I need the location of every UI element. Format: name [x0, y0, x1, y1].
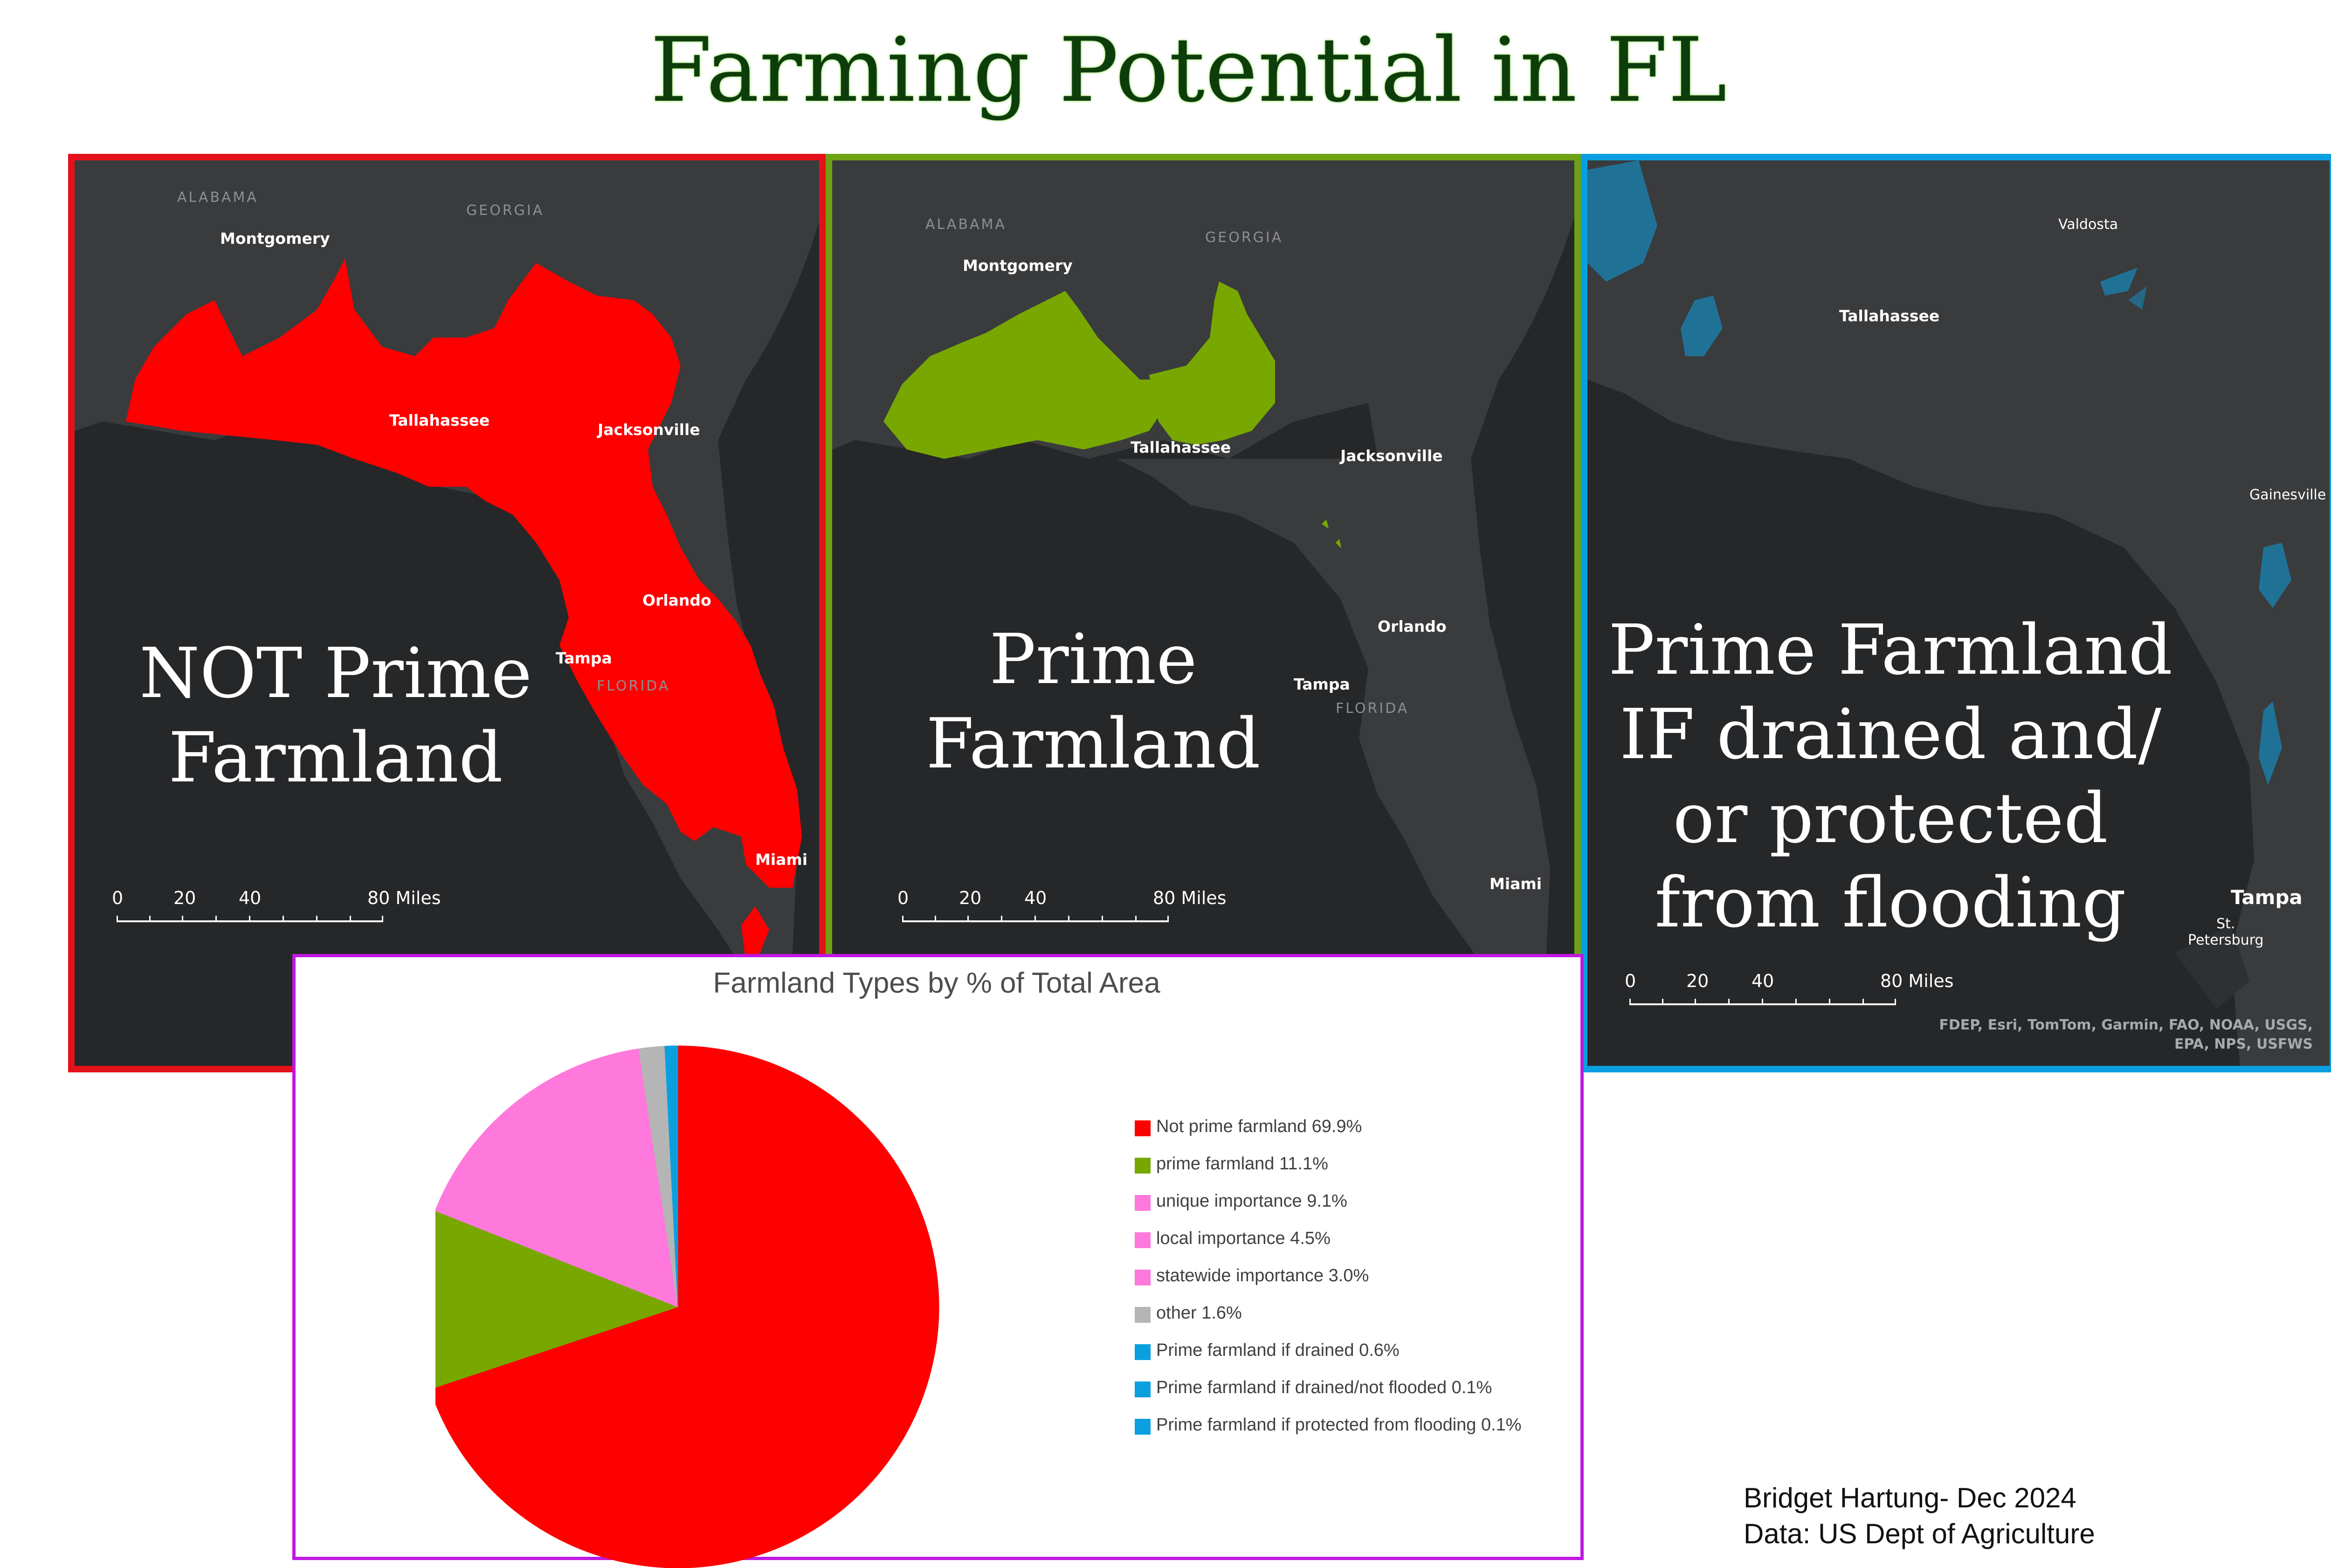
- legend-label: prime farmland 11.1%: [1156, 1154, 1328, 1174]
- scale-tick: 80 Miles: [1880, 971, 1954, 991]
- legend-swatch: [1135, 1381, 1151, 1397]
- city-gainesville: Gainesville: [2249, 487, 2326, 503]
- scale-bar: 0 20 40 80 Miles: [897, 888, 1227, 930]
- scale-bar: 0 20 40 80 Miles: [1625, 971, 1954, 1013]
- scale-tick: 40: [1024, 888, 1047, 908]
- scale-tick: 80 Miles: [367, 888, 441, 908]
- panel-label-not-prime: NOT Prime Farmland: [103, 631, 569, 800]
- legend-label: unique importance 9.1%: [1156, 1191, 1347, 1211]
- map-drained: [1587, 160, 2330, 1066]
- panel-label-line: Prime: [989, 619, 1197, 699]
- credit: Bridget Hartung- Dec 2024 Data: US Dept …: [1744, 1480, 2095, 1552]
- panel-label-line: Prime Farmland: [1608, 610, 2173, 690]
- legend-label: Prime farmland if drained/not flooded 0.…: [1156, 1378, 1492, 1397]
- pie-chart-panel: Farmland Types by % of Total Area Not pr…: [292, 954, 1584, 1568]
- attribution-line: EPA, NPS, USFWS: [2174, 1036, 2313, 1052]
- legend-swatch: [1135, 1270, 1151, 1285]
- pie-slice: [525, 1060, 678, 1307]
- chart-title: Farmland Types by % of Total Area: [713, 967, 1160, 999]
- legend-label: Prime farmland if protected from floodin…: [1156, 1415, 1522, 1435]
- city-tallahassee: Tallahassee: [389, 411, 490, 429]
- city-st-petersburg: St. Petersburg: [2188, 916, 2264, 948]
- pie-chart: [435, 1045, 939, 1568]
- city-st-petersburg-line1: St.: [2216, 916, 2235, 932]
- scale-tick: 20: [959, 888, 982, 908]
- legend-swatch: [1135, 1307, 1151, 1323]
- city-montgomery: Montgomery: [220, 229, 330, 248]
- map-panel-prime[interactable]: ALABAMA GEORGIA FLORIDA Montgomery Talla…: [826, 154, 1581, 1072]
- legend-label: Prime farmland if drained 0.6%: [1156, 1340, 1400, 1360]
- scale-tick: 0: [1625, 971, 1636, 991]
- city-valdosta: Valdosta: [2058, 216, 2118, 233]
- legend-label: local importance 4.5%: [1156, 1229, 1331, 1248]
- state-label-alabama: ALABAMA: [925, 216, 1007, 233]
- legend-swatch: [1135, 1195, 1151, 1211]
- map-not-prime: [75, 160, 819, 1018]
- prime-region-east: [1149, 282, 1275, 445]
- pie-slice: [435, 1045, 939, 1568]
- credit-source: Data: US Dept of Agriculture: [1744, 1518, 2095, 1549]
- pie-slice: [435, 1094, 679, 1308]
- map-attribution: FDEP, Esri, TomTom, Garmin, FAO, NOAA, U…: [1939, 1016, 2313, 1054]
- panel-label-drained: Prime Farmland IF drained and/ or protec…: [1606, 608, 2175, 945]
- map-panel-not-prime[interactable]: ALABAMA GEORGIA FLORIDA Montgomery Talla…: [68, 154, 826, 1072]
- panel-label-line: Farmland: [926, 703, 1261, 784]
- legend-swatch: [1135, 1120, 1151, 1136]
- legend-swatch: [1135, 1232, 1151, 1248]
- map-prime: [832, 160, 1574, 1018]
- city-tallahassee: Tallahassee: [1839, 307, 1940, 325]
- not-prime-region: [126, 258, 802, 888]
- panel-label-line: NOT Prime: [139, 633, 532, 713]
- legend-label: Not prime farmland 69.9%: [1156, 1117, 1362, 1136]
- city-tampa: Tampa: [1294, 675, 1350, 693]
- pie-slice: [435, 1210, 679, 1388]
- credit-author: Bridget Hartung- Dec 2024: [1744, 1482, 2076, 1513]
- prime-region-west: [883, 291, 1168, 459]
- city-orlando: Orlando: [1378, 617, 1447, 635]
- city-tampa: Tampa: [556, 649, 612, 667]
- legend-label: statewide importance 3.0%: [1156, 1266, 1369, 1285]
- panel-label-prime: Prime Farmland: [860, 617, 1326, 786]
- city-montgomery: Montgomery: [963, 256, 1073, 275]
- scale-bar: 0 20 40 80 Miles: [112, 888, 441, 930]
- scale-tick: 80 Miles: [1153, 888, 1227, 908]
- panel-label-line: IF drained and/: [1619, 694, 2162, 774]
- attribution-line: FDEP, Esri, TomTom, Garmin, FAO, NOAA, U…: [1939, 1017, 2313, 1033]
- city-jacksonville: Jacksonville: [1340, 447, 1443, 465]
- pie-slice: [676, 1045, 678, 1307]
- panel-label-line: or protected: [1673, 778, 2108, 859]
- scale-tick: 40: [1752, 971, 1774, 991]
- legend-label: other 1.6%: [1156, 1303, 1242, 1323]
- city-miami: Miami: [1490, 875, 1542, 893]
- city-jacksonville: Jacksonville: [598, 421, 700, 439]
- city-tallahassee: Tallahassee: [1131, 438, 1231, 456]
- state-label-georgia: GEORGIA: [1205, 229, 1283, 246]
- scale-tick: 0: [897, 888, 909, 908]
- legend-swatch: [1135, 1158, 1151, 1174]
- city-tampa: Tampa: [2231, 886, 2303, 909]
- state-label-florida: FLORIDA: [1336, 700, 1409, 717]
- scale-tick: 0: [112, 888, 124, 908]
- legend-swatch: [1135, 1419, 1151, 1435]
- panel-label-line: Farmland: [168, 717, 503, 798]
- scale-tick: 20: [1686, 971, 1709, 991]
- state-label-florida: FLORIDA: [597, 678, 670, 694]
- scale-tick: 40: [239, 888, 262, 908]
- city-orlando: Orlando: [642, 591, 711, 609]
- city-st-petersburg-line2: Petersburg: [2188, 932, 2264, 948]
- page-title: Farming Potential in FL: [650, 19, 1728, 122]
- state-label-alabama: ALABAMA: [177, 189, 258, 206]
- scale-tick: 20: [173, 888, 196, 908]
- map-panel-drained[interactable]: Valdosta Tallahassee Gainesville Tampa S…: [1581, 154, 2331, 1072]
- city-miami: Miami: [755, 850, 808, 869]
- panel-label-line: from flooding: [1655, 862, 2126, 943]
- state-label-georgia: GEORGIA: [466, 202, 545, 219]
- legend-swatch: [1135, 1344, 1151, 1360]
